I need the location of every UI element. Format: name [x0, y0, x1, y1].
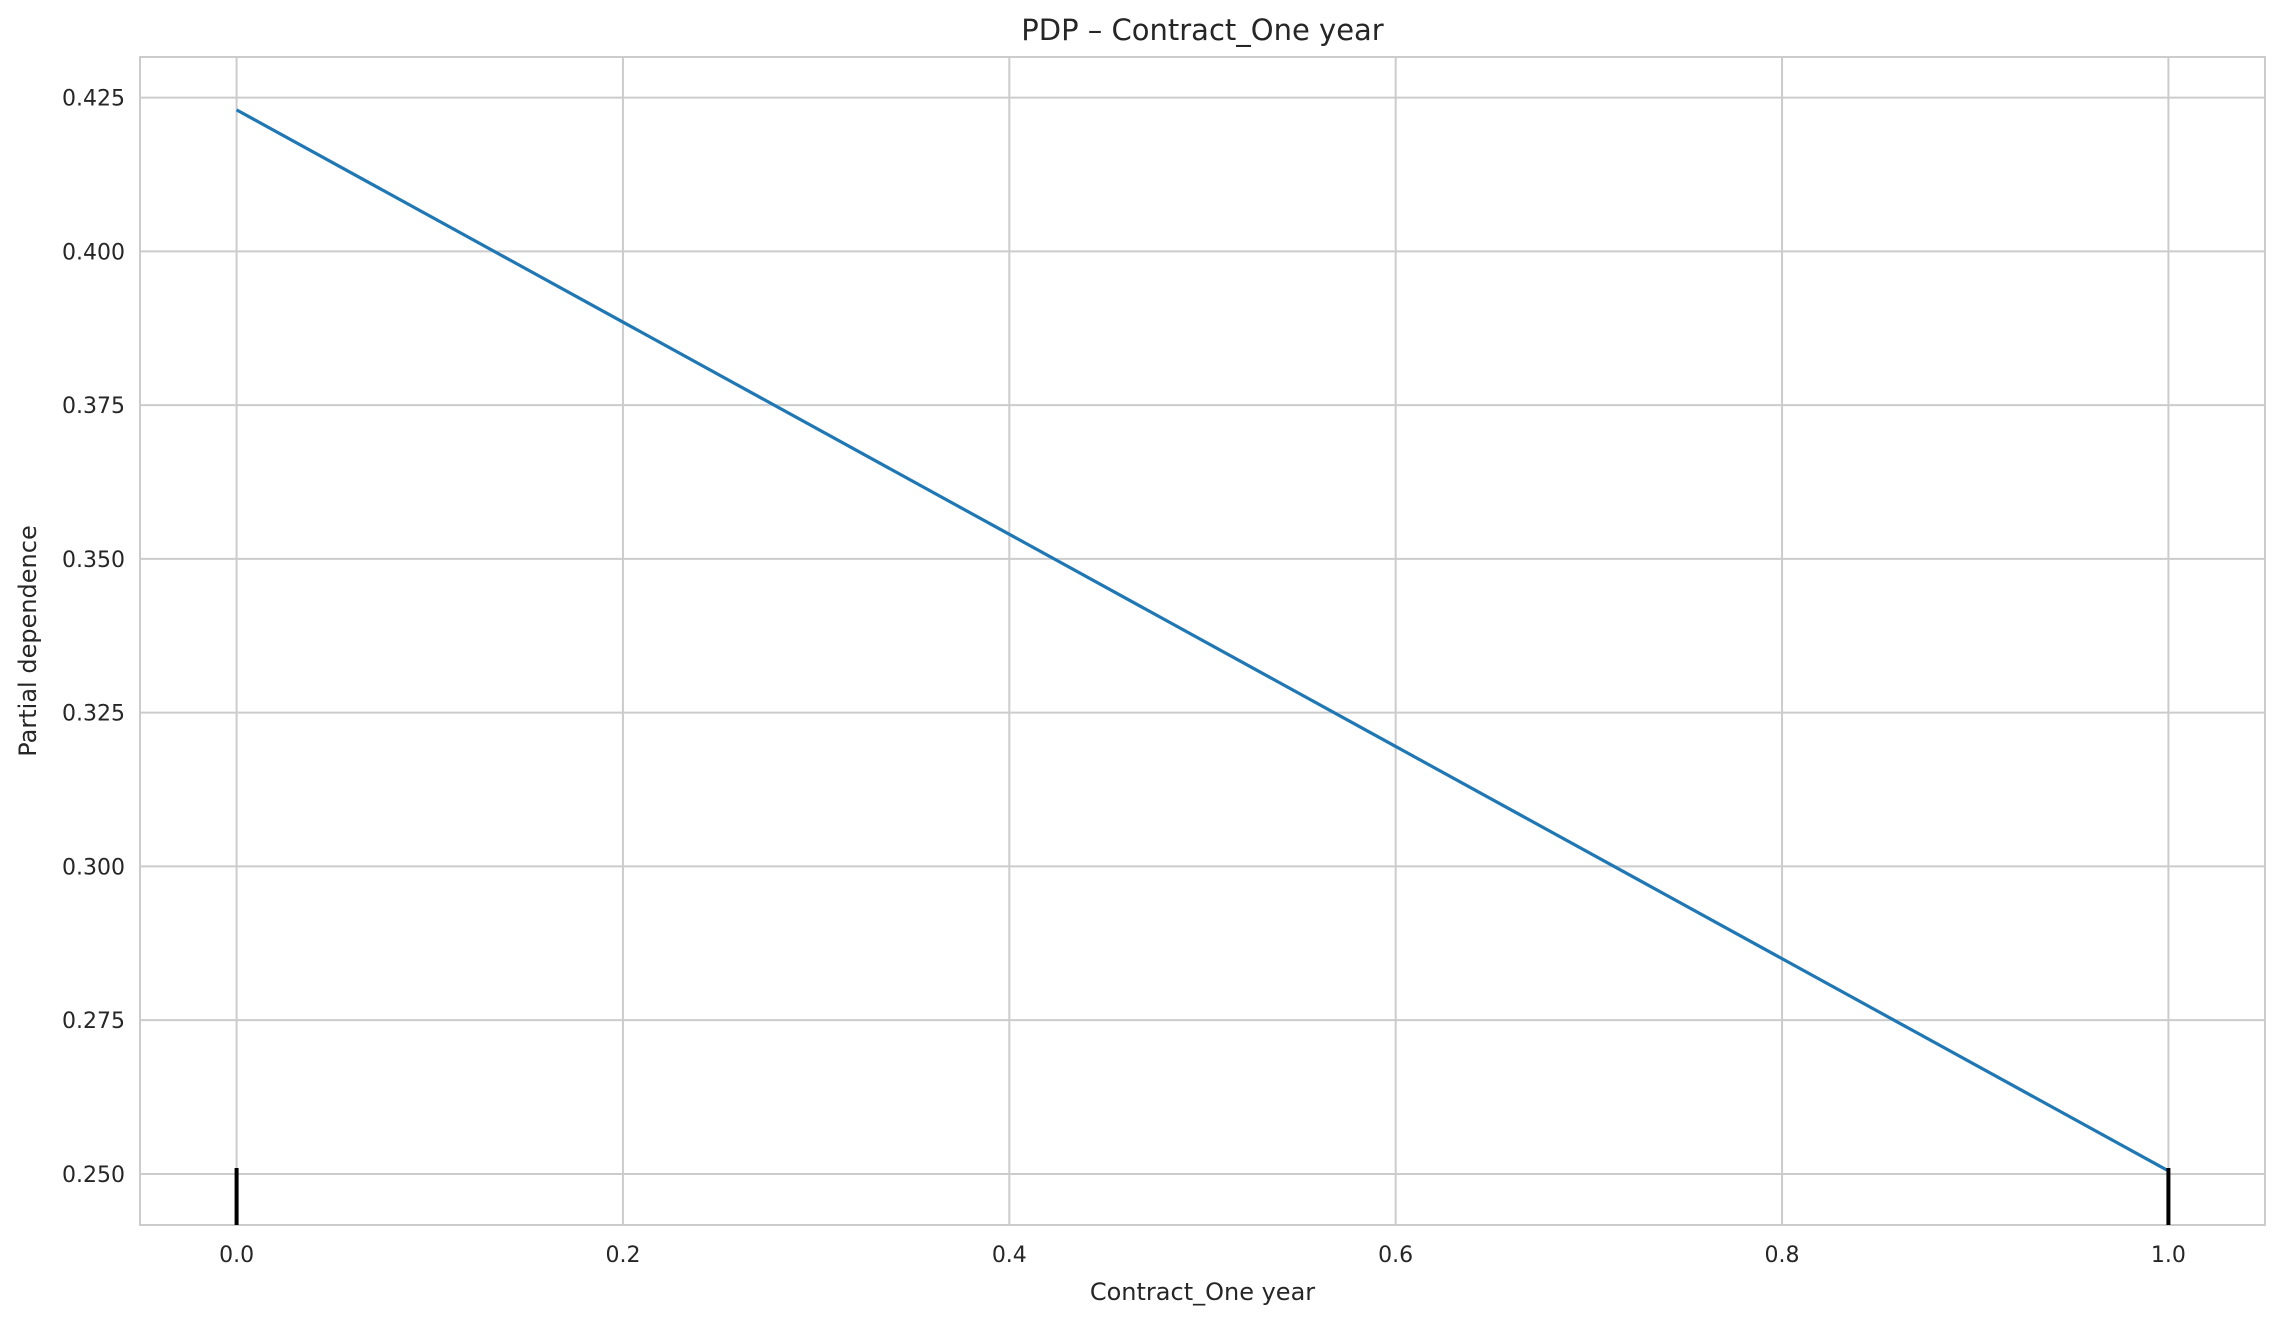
chart-title: PDP – Contract_One year — [1021, 13, 1384, 47]
rug-marks — [234, 1168, 2171, 1225]
y-tick-label: 0.250 — [62, 1163, 125, 1188]
y-tick-label: 0.325 — [62, 702, 125, 727]
y-tick-label: 0.300 — [62, 855, 125, 880]
x-axis-label: Contract_One year — [1090, 1278, 1315, 1306]
x-tick-label: 0.6 — [1378, 1243, 1413, 1268]
series-layer — [235, 108, 2170, 1173]
x-tick-label: 1.0 — [2151, 1243, 2186, 1268]
grid — [140, 57, 2265, 1225]
y-tick-label: 0.350 — [62, 548, 125, 573]
y-tick-label: 0.375 — [62, 394, 125, 419]
x-tick-label: 0.4 — [992, 1243, 1027, 1268]
y-tick-label: 0.400 — [62, 240, 125, 265]
y-tick-label: 0.425 — [62, 87, 125, 112]
y-axis-label: Partial dependence — [14, 525, 42, 756]
x-tick-labels: 0.0 0.2 0.4 0.6 0.8 1.0 — [219, 1243, 2186, 1268]
y-tick-label: 0.275 — [62, 1009, 125, 1034]
y-tick-labels: 0.250 0.275 0.300 0.325 0.350 0.375 0.400 0.425 — [62, 87, 125, 1188]
x-tick-label: 0.2 — [605, 1243, 640, 1268]
pdp-line — [235, 108, 2170, 1173]
plot-frame — [139, 56, 2266, 1226]
x-tick-label: 0.0 — [219, 1243, 254, 1268]
x-tick-label: 0.8 — [1765, 1243, 1800, 1268]
